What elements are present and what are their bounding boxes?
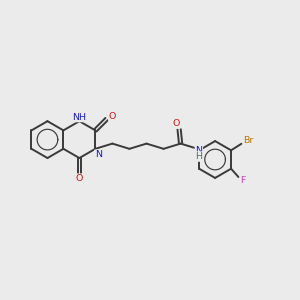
- Text: O: O: [109, 112, 116, 121]
- Text: O: O: [76, 174, 83, 183]
- Text: Br: Br: [243, 136, 254, 145]
- Text: F: F: [240, 176, 246, 185]
- Text: H: H: [195, 152, 202, 161]
- Text: N: N: [195, 146, 202, 155]
- Text: NH: NH: [72, 112, 86, 122]
- Text: N: N: [95, 150, 102, 159]
- Text: O: O: [172, 119, 180, 128]
